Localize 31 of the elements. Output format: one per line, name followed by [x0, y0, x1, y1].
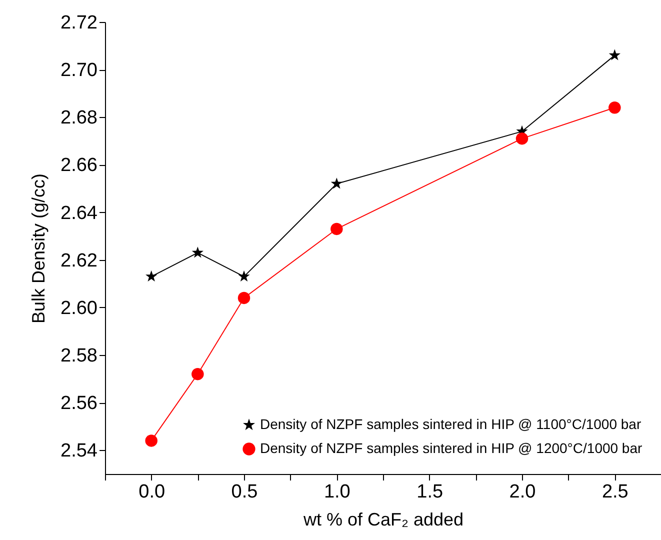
point	[192, 246, 204, 258]
x-tick-label: 2.0	[509, 482, 536, 502]
x-tick-label: 0.0	[138, 482, 166, 502]
point	[145, 434, 158, 447]
point	[238, 292, 250, 304]
point	[192, 368, 204, 380]
y-tick-label: 2.70	[60, 60, 98, 82]
point	[516, 132, 528, 145]
y-tick-label: 2.62	[60, 250, 98, 272]
point	[608, 102, 621, 114]
y-tick-label: 2.66	[60, 155, 98, 176]
y-tick-label: 2.72	[60, 12, 98, 34]
point	[238, 270, 250, 282]
point	[608, 49, 620, 60]
y-axis-title: Bulk Density (g/cc)	[28, 173, 49, 324]
y-tick-label: 2.64	[60, 202, 98, 224]
legend-label: Density of NZPF samples sintered in HIP @ 1100°C/1000 bar	[260, 416, 642, 432]
x-tick-label: 1.0	[324, 482, 350, 502]
x-axis-title: wt % of CaF₂ added	[302, 510, 464, 530]
point	[146, 270, 158, 282]
y-tick-label: 2.54	[60, 440, 98, 462]
y-tick-label: 2.58	[60, 346, 98, 367]
x-tick-label: 1.5	[416, 482, 444, 502]
y-tick-label: 2.60	[60, 298, 98, 319]
x-tick-label: 2.5	[602, 482, 628, 502]
x-tick-label: 0.5	[231, 482, 258, 502]
y-tick-label: 2.68	[60, 108, 98, 129]
point	[330, 178, 342, 189]
legend-label: Density of NZPF samples sintered in HIP @ 1200°C/1000 bar	[260, 440, 643, 456]
y-tick-label: 2.56	[60, 393, 98, 414]
point	[330, 222, 343, 236]
